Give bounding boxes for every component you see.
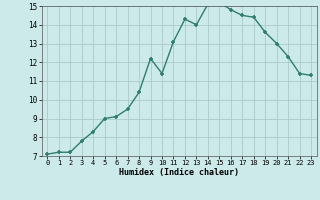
X-axis label: Humidex (Indice chaleur): Humidex (Indice chaleur) xyxy=(119,168,239,177)
